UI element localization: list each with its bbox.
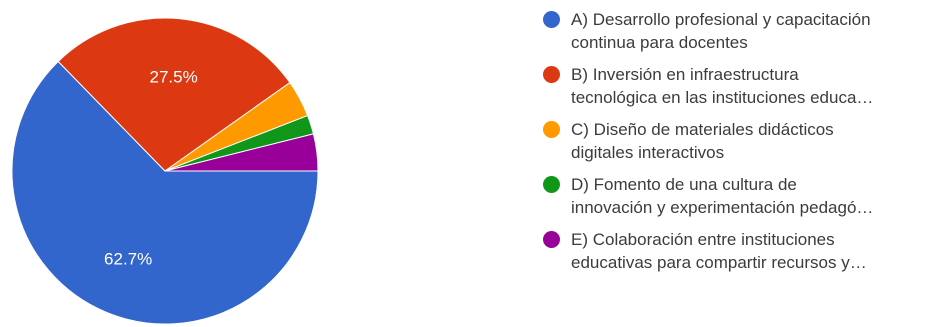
legend-label-e-line2: educativas para compartir recursos y…: [571, 253, 867, 272]
legend-label-d-line2: innovación y experimentación pedagó…: [571, 198, 874, 217]
legend-swatch-d: [543, 176, 560, 193]
pie-chart-svg: 62.7% 27.5%: [11, 17, 319, 325]
legend-item-d[interactable]: D) Fomento de una cultura de innovación …: [543, 173, 933, 219]
legend-label-b-line2: tecnológica en las instituciones educa…: [571, 88, 874, 107]
legend-item-a[interactable]: A) Desarrollo profesional y capacitación…: [543, 8, 933, 54]
legend-item-b[interactable]: B) Inversión en infraestructura tecnológ…: [543, 63, 933, 109]
legend-swatch-c: [543, 121, 560, 138]
pie-slice-label-a: 62.7%: [104, 249, 152, 268]
legend-label-a-line1: A) Desarrollo profesional y capacitación: [571, 10, 871, 29]
pie-slice-b[interactable]: [57, 17, 291, 172]
legend-swatch-b: [543, 66, 560, 83]
pie-slice-label-b: 27.5%: [150, 68, 198, 87]
pie-slice-e[interactable]: [164, 133, 319, 172]
legend-label-c-line1: C) Diseño de materiales didácticos: [571, 120, 834, 139]
legend-item-c[interactable]: C) Diseño de materiales didácticos digit…: [543, 118, 933, 164]
legend-swatch-e: [543, 231, 560, 248]
legend-item-e[interactable]: E) Colaboración entre instituciones educ…: [543, 228, 933, 274]
legend-label-a-line2: continua para docentes: [571, 33, 748, 52]
legend-label-d-line1: D) Fomento de una cultura de: [571, 175, 797, 194]
legend-label-b-line1: B) Inversión en infraestructura: [571, 65, 799, 84]
legend-label-e-line1: E) Colaboración entre instituciones: [571, 230, 835, 249]
pie-slice-a[interactable]: [11, 60, 319, 325]
chart-legend: A) Desarrollo profesional y capacitación…: [543, 8, 933, 283]
legend-label-c-line2: digitales interactivos: [571, 143, 725, 162]
legend-swatch-a: [543, 11, 560, 28]
